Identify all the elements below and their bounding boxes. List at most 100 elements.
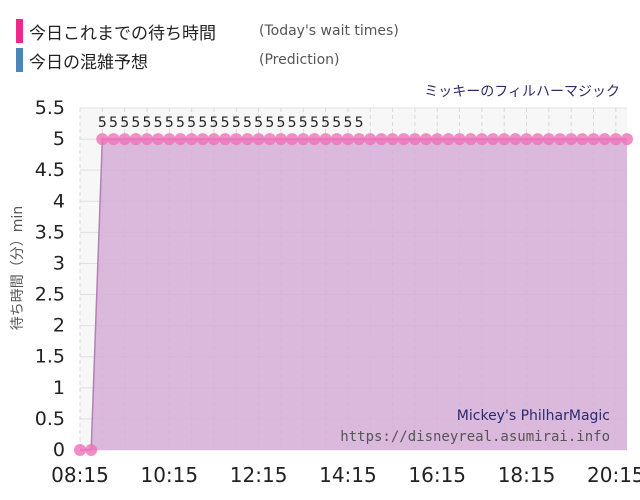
legend-prediction-label: 今日の混雑予想 [29,52,148,73]
data-point [274,133,287,146]
data-point [453,133,466,146]
data-point [263,133,276,146]
y-tick-label: 2.5 [35,284,65,306]
data-point [163,133,176,146]
x-tick-label: 16:15 [408,463,466,487]
data-label: 5 [288,115,297,131]
legend-prediction-sub: (Prediction) [259,52,340,68]
data-label: 5 [187,115,196,131]
data-label: 5 [299,115,308,131]
data-point [196,133,209,146]
y-tick-label: 5 [53,128,65,150]
data-point [207,133,220,146]
data-label: 5 [321,115,330,131]
x-tick-label: 18:15 [498,463,556,487]
x-tick-label: 08:15 [51,463,109,487]
data-point [96,133,109,146]
data-label: 5 [198,115,207,131]
y-tick-label: 1 [53,377,65,399]
data-label: 5 [109,115,118,131]
data-label: 5 [131,115,140,131]
data-point [509,133,522,146]
data-label: 5 [355,115,364,131]
data-point [520,133,533,146]
data-point [621,133,633,146]
data-label: 5 [120,115,129,131]
y-axis-label: 待ち時間（分）min [10,206,26,330]
data-label: 5 [154,115,163,131]
data-point [286,133,299,146]
attraction-title: ミッキーのフィルハーマジック [424,84,620,100]
area-fill [80,139,627,450]
data-point [375,133,388,146]
data-label: 5 [98,115,107,131]
data-point [464,133,477,146]
data-point [442,133,455,146]
data-point [319,133,332,146]
y-tick-label: 3 [53,252,65,274]
data-label: 5 [143,115,152,131]
data-label: 5 [276,115,285,131]
data-point [140,133,153,146]
data-label: 5 [254,115,263,131]
area-series [80,138,627,451]
data-point [420,133,433,146]
data-point [498,133,511,146]
data-label: 5 [310,115,319,131]
data-point [129,133,142,146]
data-point [542,133,555,146]
data-point [565,133,578,146]
data-point [475,133,488,146]
data-point [174,133,187,146]
data-point [152,133,165,146]
data-point [74,444,86,456]
data-point [308,133,321,146]
data-label: 5 [176,115,185,131]
data-points [74,133,633,456]
x-tick-label: 10:15 [140,463,198,487]
y-tick-label: 4 [53,190,65,212]
data-point [487,133,500,146]
data-point [185,133,198,146]
data-point [85,444,98,456]
legend-today-label: 今日これまでの待ち時間 [29,23,216,44]
data-point [241,133,254,146]
data-label: 5 [343,115,352,131]
data-point [341,133,354,146]
data-point [397,133,410,146]
watermark-url: https://disneyreal.asumirai.info [340,429,610,445]
data-point [353,133,366,146]
x-tick-label: 12:15 [230,463,288,487]
y-tick-label: 3.5 [35,221,65,243]
legend-prediction: 今日の混雑予想 (Prediction) [16,47,339,73]
data-point [408,133,421,146]
data-point [252,133,265,146]
legend-today-swatch [16,19,23,43]
data-point [598,133,611,146]
data-point [107,133,120,146]
data-point [531,133,544,146]
data-point [609,133,622,146]
data-point [118,133,131,146]
axes: 0 0.5 1 1.5 2 2.5 3 3.5 4 4.5 5 5.5 08:15 10:15 12:15 1… [35,97,640,487]
y-tick-label: 0.5 [35,408,65,430]
data-point [219,133,232,146]
watermark-name: Mickey's PhilharMagic [457,408,610,424]
x-tick-label: 20:15 [587,463,640,487]
data-point [554,133,567,146]
legend-today: 今日これまでの待ち時間 (Today's wait times) [16,18,399,44]
data-label: 5 [332,115,341,131]
y-tick-label: 1.5 [35,346,65,368]
data-label: 5 [243,115,252,131]
data-point [364,133,377,146]
data-label: 5 [265,115,274,131]
data-point [330,133,343,146]
y-tick-label: 2 [53,315,65,337]
data-point [297,133,310,146]
y-tick-label: 0 [53,439,65,461]
x-tick-label: 14:15 [319,463,377,487]
data-point [431,133,444,146]
data-point [576,133,589,146]
